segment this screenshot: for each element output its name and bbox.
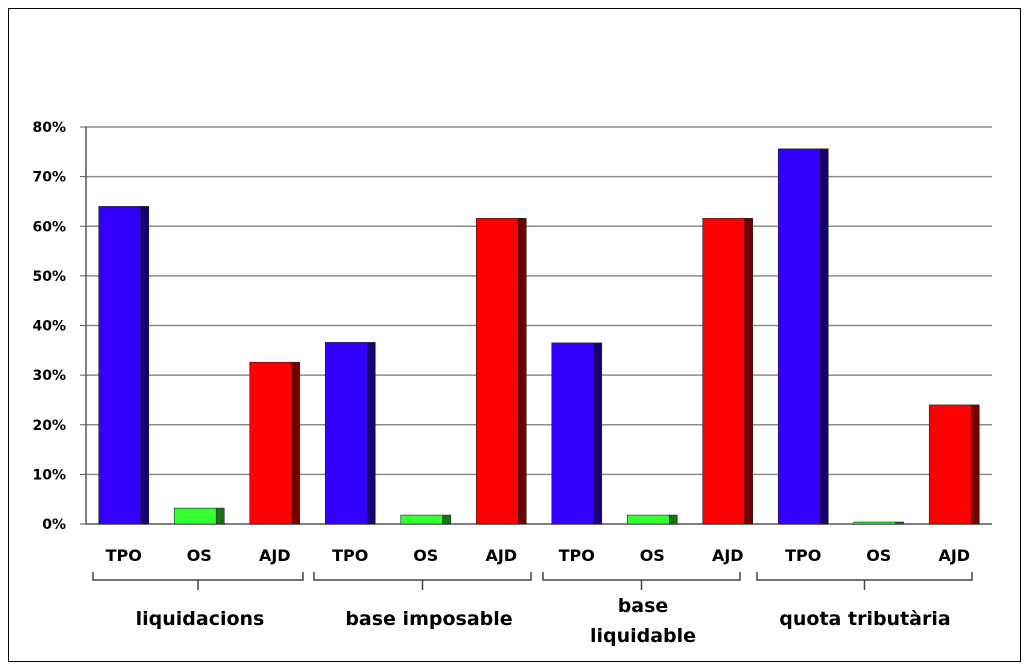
- group-label: liquidable: [590, 625, 696, 647]
- y-tick-label: 70%: [32, 170, 66, 186]
- x-category-label: AJD: [259, 546, 291, 565]
- group-bracket: [542, 572, 741, 590]
- y-tick-label: 50%: [32, 269, 66, 285]
- bar: [475, 218, 519, 525]
- group-label: liquidacions: [136, 608, 265, 630]
- y-tick-label: 20%: [32, 418, 66, 434]
- bar-side: [819, 148, 829, 525]
- bar-side: [668, 514, 678, 525]
- bar: [928, 404, 972, 525]
- y-tick-label: 0%: [42, 517, 66, 533]
- group-bracket: [92, 572, 304, 590]
- x-category-label: OS: [640, 546, 665, 565]
- y-tick-label: 80%: [32, 120, 66, 136]
- y-tick-label: 10%: [32, 467, 66, 483]
- bar-side: [140, 206, 150, 525]
- x-category-label: OS: [413, 546, 438, 565]
- bar: [853, 521, 897, 525]
- bar: [551, 342, 595, 525]
- bar: [173, 507, 217, 525]
- bar-side: [366, 342, 376, 525]
- x-category-label: AJD: [938, 546, 970, 565]
- group-label: quota tributària: [779, 608, 950, 630]
- bar: [777, 148, 821, 525]
- y-tick-label: 40%: [32, 319, 66, 335]
- x-category-label: TPO: [559, 546, 595, 565]
- bar: [324, 342, 368, 525]
- bar-side: [442, 514, 452, 525]
- bar: [98, 206, 142, 525]
- bar-side: [744, 218, 754, 525]
- y-tick-label: 30%: [32, 368, 66, 384]
- bar: [249, 361, 293, 525]
- x-category-label: OS: [187, 546, 212, 565]
- group-bracket: [313, 572, 532, 590]
- bar-side: [895, 521, 905, 525]
- bar: [400, 514, 444, 525]
- bar-side: [517, 218, 527, 525]
- x-category-label: TPO: [785, 546, 821, 565]
- x-category-label: TPO: [332, 546, 368, 565]
- bar-side: [970, 404, 980, 525]
- bar-side: [593, 342, 603, 525]
- x-category-label: OS: [866, 546, 891, 565]
- bar: [702, 218, 746, 525]
- bar-side: [291, 361, 301, 525]
- bar: [626, 514, 670, 525]
- group-label: base: [618, 595, 669, 617]
- y-tick-label: 60%: [32, 219, 66, 235]
- x-category-label: AJD: [485, 546, 517, 565]
- bar-side: [215, 507, 225, 525]
- group-label: base imposable: [345, 608, 512, 630]
- x-category-label: TPO: [106, 546, 142, 565]
- group-bracket: [756, 572, 973, 590]
- x-category-label: AJD: [712, 546, 744, 565]
